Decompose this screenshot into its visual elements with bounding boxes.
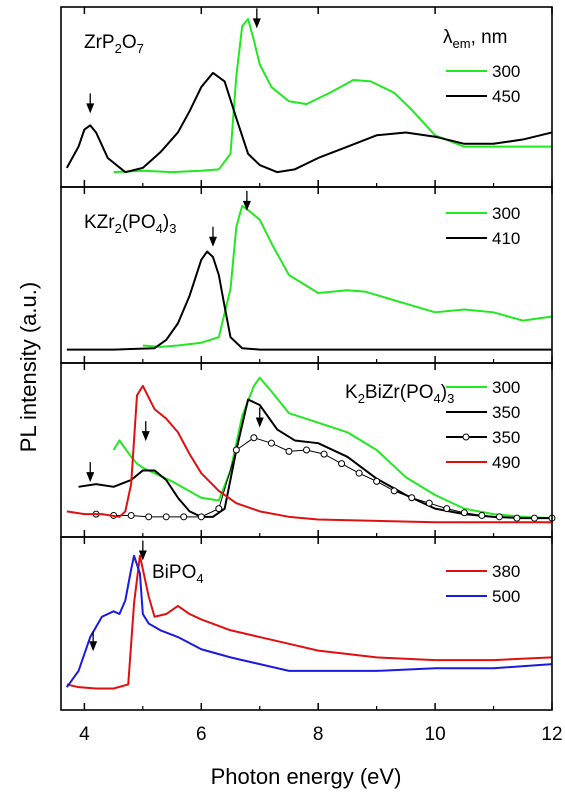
x-tick-label: 8 [313,724,324,745]
peak-arrow-head [208,236,217,247]
peak-arrow-head [86,103,95,114]
peak-arrow-head [86,472,95,483]
panel-frame [60,536,553,711]
legend-header-unit: , nm [471,27,508,48]
panel-1: ZrP2O7 λem, nm 300 450 [60,6,553,188]
data-point [180,513,188,521]
data-point [250,434,258,442]
panel-label-subscript: 4 [434,391,441,406]
panel-label: KZr2(PO4)3 [84,212,176,236]
data-point [530,514,538,522]
panel-label-subscript: 4 [156,221,163,236]
series-line-350 [78,398,552,520]
peak-arrow-head [242,200,251,211]
legend-label: 490 [492,453,520,472]
legend-label: 380 [492,562,520,581]
x-tick-label: 4 [79,724,90,745]
data-point [460,509,468,517]
series-line-450 [65,71,553,174]
legend-label: 350 [492,428,520,447]
data-point [127,511,135,519]
data-point [338,460,346,468]
panel-label-text: (PO [122,212,156,233]
panel-label-subscript: 7 [137,41,144,56]
peak-arrow-head [255,417,264,428]
series-line-380 [66,554,553,690]
series-line-490 [66,384,552,524]
series-line-300 [142,204,553,348]
data-point [355,469,363,477]
legend-label: 350 [492,403,520,422]
panel-label-text: K [345,382,358,403]
y-axis-title: PL intensity (a.u.) [16,282,41,452]
data-point [145,513,153,521]
panel-label-text: KZr [84,212,115,233]
x-tick-label: 12 [541,724,562,745]
panel-label-text: BiPO [152,562,196,583]
panel-label-text: ) [441,382,447,403]
series-line-410 [66,250,552,351]
peak-arrow-head [252,18,261,29]
data-point [197,513,205,521]
x-axis: 4 6 8 10 12 [79,7,563,745]
legend-label: 450 [492,87,520,106]
x-tick-label: 10 [425,724,446,745]
legend-label: 300 [492,378,520,397]
panel-label-text: ) [163,212,169,233]
data-point [215,505,223,513]
legend-header: λem, nm [443,27,508,51]
panel-label-subscript: 2 [115,221,122,236]
legend-marker [462,433,470,441]
peak-arrow-head [141,431,150,442]
data-point [390,487,398,495]
data-point [478,511,486,519]
legend-header-symbol: λ [443,27,453,48]
legend-label: 300 [492,62,520,81]
legend-label: 300 [492,204,520,223]
panel-4: BiPO4 380 500 [60,536,553,711]
data-point [303,446,310,454]
series-line-300 [112,376,553,520]
peak-arrow-head [138,550,147,561]
legend-header-subscript: em [453,36,471,51]
panel-label-subscript: 2 [115,41,122,56]
peak-arrow-head [89,641,98,652]
panel-label: ZrP2O7 [84,32,144,56]
panel-label-text: O [122,32,137,53]
panel-label-subscript: 3 [447,391,454,406]
data-point [267,439,275,447]
panel-label-text: ZrP [84,32,115,53]
series-line-500 [66,554,553,688]
panel-label-subscript: 3 [169,221,176,236]
panel-2: KZr2(PO4)3 300 410 [60,186,553,364]
x-axis-title: Photon energy (eV) [211,764,402,789]
data-point [285,447,293,455]
x-tick-label: 6 [196,724,207,745]
panel-label-subscript: 4 [196,571,203,586]
legend-label: 410 [492,229,520,248]
data-point [495,513,503,521]
panel-label-text: BiZr(PO [365,382,434,403]
data-point [162,513,170,521]
panel-label: K2BiZr(PO4)3 [345,382,454,406]
data-point [232,446,240,454]
data-point [408,494,416,502]
panel-label-subscript: 2 [358,391,365,406]
data-point [513,514,521,522]
data-point [373,477,381,485]
panel-label: BiPO4 [152,562,204,586]
data-point [320,450,328,458]
data-point [443,505,451,513]
legend-label: 500 [492,587,520,606]
data-point [425,499,433,507]
panel-3: K2BiZr(PO4)3 300 350 350 490 [60,362,556,538]
